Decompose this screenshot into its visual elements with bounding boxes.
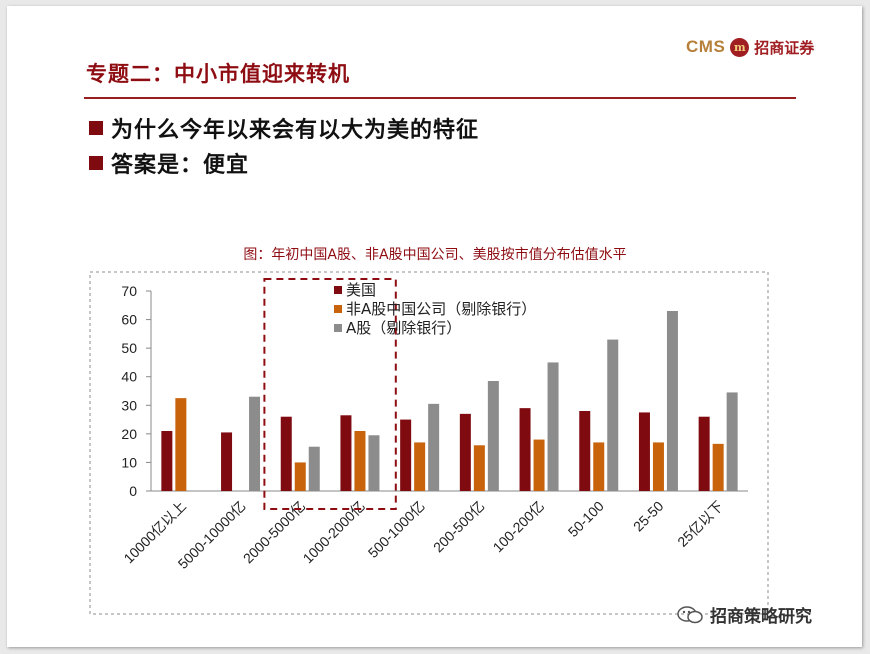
bar-3 — [249, 396, 261, 491]
bar-1 — [161, 431, 173, 491]
bar-2 — [294, 462, 306, 491]
square-bullet-icon — [89, 156, 103, 170]
bullet-text-2: 答案是：便宜 — [111, 153, 250, 178]
bar-1 — [698, 416, 710, 491]
bar-2 — [354, 431, 366, 491]
watermark-text: 招商策略研究 — [710, 607, 812, 627]
bar-2 — [652, 442, 664, 491]
bar-2 — [414, 442, 426, 491]
y-tick-label: 50 — [121, 340, 137, 356]
legend-label: 非A股中国公司（剔除银行） — [346, 300, 536, 318]
x-tick-label: 25-50 — [630, 498, 667, 535]
slide — [7, 6, 862, 647]
x-tick-label: 500-1000亿 — [365, 498, 428, 561]
bar-1 — [638, 412, 650, 491]
bar-1 — [579, 411, 591, 491]
watermark: 招商策略研究 — [676, 602, 812, 627]
y-tick-label: 30 — [121, 397, 137, 413]
x-tick-label: 100-200亿 — [490, 498, 548, 556]
chart-title: 图：年初中国A股、非A股中国公司、美股按市值分布估值水平 — [243, 247, 627, 263]
x-tick-label: 200-500亿 — [430, 498, 488, 556]
y-tick-label: 20 — [121, 426, 137, 442]
bar-1 — [519, 408, 531, 491]
wechat-icon — [677, 605, 703, 623]
y-tick-label: 40 — [121, 369, 137, 385]
bar-1 — [459, 413, 471, 491]
bar-1 — [280, 416, 292, 491]
legend-label: 美国 — [346, 281, 376, 299]
brand-logo: CMS m 招商证券 — [686, 34, 814, 60]
bar-1 — [221, 432, 233, 491]
bar-3 — [428, 403, 440, 491]
bar-2 — [712, 443, 724, 491]
y-tick-label: 10 — [121, 454, 137, 470]
y-tick-label: 60 — [121, 312, 137, 328]
chart-frame — [89, 271, 769, 615]
bar-3 — [607, 339, 619, 491]
legend-label: A股（剔除银行） — [346, 319, 461, 337]
bar-3 — [487, 381, 499, 491]
title-divider — [84, 97, 796, 99]
x-tick-label: 25亿以下 — [674, 498, 726, 550]
legend-swatch — [334, 305, 342, 313]
bar-3 — [368, 435, 380, 491]
square-bullet-icon — [89, 121, 103, 135]
logo-text-cn: 招商证券 — [754, 38, 815, 57]
bullet-text-1: 为什么今年以来会有以大为美的特征 — [111, 118, 480, 143]
slide-title: 专题二：中小市值迎来转机 — [86, 62, 350, 86]
cms-logo-icon: m — [730, 37, 750, 57]
bar-2 — [175, 398, 187, 491]
logo-text-en: CMS — [686, 37, 726, 56]
highlight-box — [263, 278, 397, 510]
bar-3 — [726, 392, 738, 491]
bar-3 — [547, 362, 559, 491]
legend-swatch — [334, 324, 342, 332]
bar-3 — [666, 311, 678, 491]
bar-3 — [308, 446, 320, 491]
y-tick-label: 0 — [129, 483, 137, 499]
y-tick-label: 70 — [121, 283, 137, 299]
legend-swatch — [334, 286, 342, 294]
bullet-item-2: 答案是：便宜 — [89, 147, 249, 179]
bar-1 — [400, 419, 412, 491]
bar-2 — [473, 445, 485, 491]
bar-1 — [340, 415, 352, 491]
bar-2 — [593, 442, 605, 491]
x-tick-label: 50-100 — [565, 498, 607, 540]
bar-2 — [533, 439, 545, 491]
bullet-item-1: 为什么今年以来会有以大为美的特征 — [89, 112, 479, 144]
